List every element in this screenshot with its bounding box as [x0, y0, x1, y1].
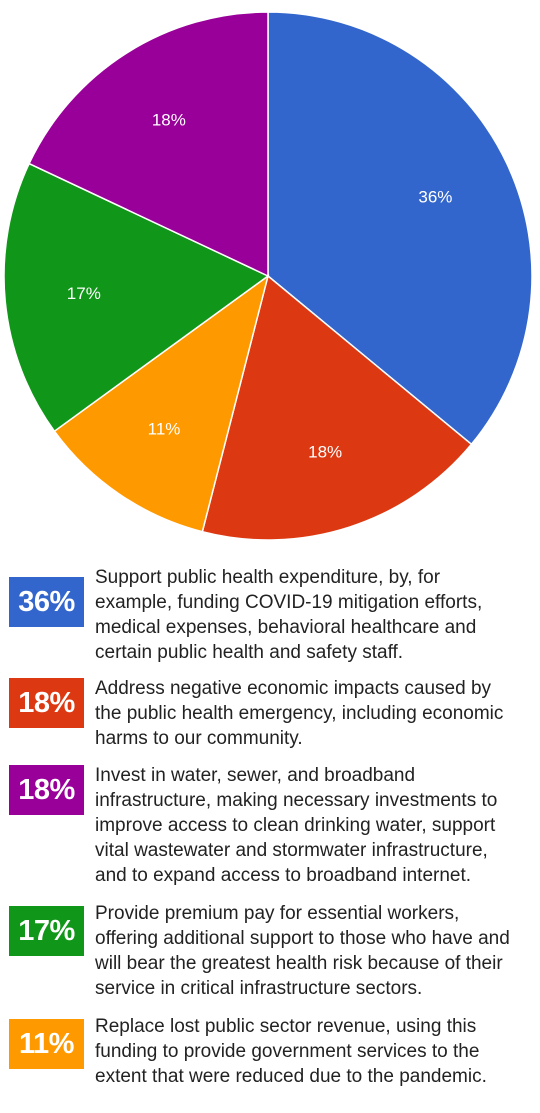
pie-slice [53, 274, 270, 533]
slice-label: 18% [152, 110, 186, 129]
pie-chart: 36% 18% 11% 17% 18% [3, 11, 533, 541]
pie-chart-area: 36% 18% 11% 17% 18% [0, 0, 540, 548]
legend-badge: 18% [9, 765, 84, 815]
legend-badge: 17% [9, 906, 84, 956]
legend-description: Address negative economic impacts caused… [95, 678, 504, 749]
pie-slice [267, 11, 533, 446]
legend-description: Replace lost public sector revenue, usin… [95, 1016, 487, 1087]
pie-slice [3, 162, 270, 433]
slice-label: 18% [308, 442, 342, 461]
pie-slice [28, 11, 269, 278]
slice-label: 17% [67, 284, 101, 303]
legend-description: Provide premium pay for essential worker… [95, 903, 510, 999]
legend-badge: 11% [9, 1019, 84, 1069]
slice-label: 11% [148, 420, 181, 439]
legend-badge: 18% [9, 678, 84, 728]
legend-description: Support public health expenditure, by, f… [95, 567, 483, 663]
slice-label: 36% [418, 188, 452, 207]
pie-slice [201, 274, 473, 541]
legend-badge: 36% [9, 577, 84, 627]
legend-description: Invest in water, sewer, and broadband in… [95, 765, 498, 886]
